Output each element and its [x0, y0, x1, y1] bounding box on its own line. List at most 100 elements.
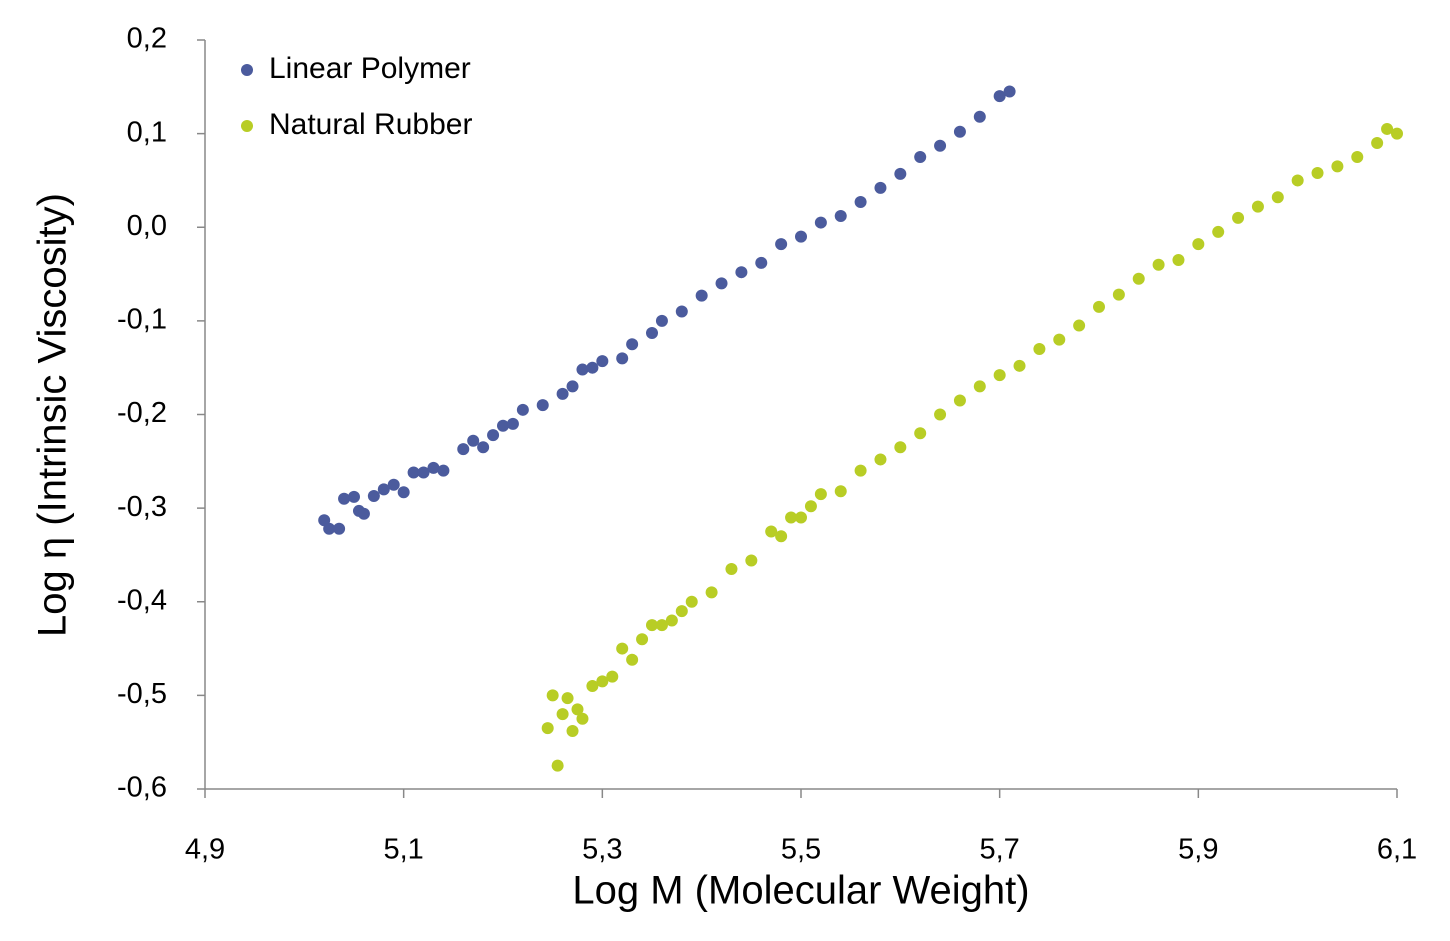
point	[755, 256, 768, 269]
point	[765, 525, 778, 538]
point	[1073, 319, 1086, 332]
point	[874, 181, 887, 194]
point	[1112, 288, 1125, 301]
point	[348, 490, 360, 503]
point	[646, 619, 658, 632]
point	[561, 692, 574, 705]
x-axis-title: Log M (Molecular Weight)	[572, 869, 1029, 913]
point	[914, 427, 927, 440]
point	[675, 305, 688, 318]
point	[323, 522, 336, 535]
point	[1271, 191, 1284, 204]
point	[834, 210, 847, 223]
point	[655, 619, 668, 632]
x-tick-label: 5,7	[980, 834, 1020, 866]
point	[566, 380, 579, 393]
point	[506, 417, 519, 430]
point	[655, 314, 668, 327]
y-tick-label: -0,5	[117, 678, 167, 710]
point	[1351, 151, 1364, 164]
point	[551, 759, 564, 772]
point	[576, 363, 589, 376]
point	[1331, 160, 1344, 173]
point	[487, 429, 500, 442]
point	[536, 399, 549, 412]
point	[725, 562, 738, 575]
point	[874, 453, 887, 466]
point	[735, 266, 748, 279]
point	[556, 708, 569, 721]
point	[1053, 333, 1066, 346]
point	[546, 689, 559, 702]
point	[745, 554, 758, 567]
point	[1093, 300, 1105, 313]
y-tick-label: 0,1	[127, 116, 167, 148]
point	[586, 361, 599, 374]
point	[934, 139, 947, 152]
point	[1381, 122, 1394, 135]
point	[1132, 272, 1145, 285]
point	[1033, 342, 1046, 355]
point	[834, 485, 847, 498]
point	[626, 338, 639, 351]
point	[953, 125, 966, 138]
point	[1291, 174, 1304, 187]
point	[775, 530, 788, 543]
y-tick-label: -0,2	[117, 397, 167, 429]
y-tick-label: -0,1	[117, 304, 167, 336]
point	[1172, 254, 1185, 267]
point	[417, 466, 430, 479]
point	[477, 441, 490, 454]
point	[1391, 127, 1403, 140]
point	[993, 90, 1006, 103]
point	[1311, 166, 1324, 179]
point	[636, 633, 649, 646]
point	[795, 511, 807, 524]
point	[457, 443, 470, 456]
point	[685, 595, 698, 608]
point	[377, 483, 390, 496]
point	[571, 703, 584, 716]
point	[556, 387, 569, 400]
point	[397, 486, 410, 499]
point	[894, 167, 907, 180]
point	[814, 216, 827, 229]
point	[387, 478, 400, 491]
x-tick-label: 5,5	[781, 834, 821, 866]
point	[338, 492, 351, 505]
point	[1152, 258, 1165, 271]
point	[566, 724, 579, 737]
y-tick-label: -0,3	[117, 491, 167, 523]
point	[695, 289, 708, 302]
point	[715, 277, 728, 290]
point	[646, 327, 658, 340]
y-tick-label: -0,4	[117, 584, 167, 616]
y-tick-label: 0,0	[127, 210, 167, 242]
point	[973, 110, 986, 123]
point	[775, 238, 788, 251]
point	[357, 507, 370, 520]
point	[1013, 359, 1026, 372]
legend-label: Linear Polymer	[269, 52, 471, 85]
point	[814, 488, 827, 501]
point	[934, 408, 947, 421]
point	[367, 489, 380, 502]
point	[596, 675, 609, 688]
x-tick-label: 5,3	[582, 834, 622, 866]
point	[467, 434, 480, 447]
point	[576, 712, 589, 725]
point	[675, 605, 688, 618]
point	[586, 680, 599, 693]
point	[616, 642, 629, 655]
point	[1003, 85, 1016, 98]
x-tick-label: 5,9	[1178, 834, 1218, 866]
point	[1232, 211, 1245, 224]
point	[993, 369, 1006, 382]
point	[854, 195, 867, 208]
point	[437, 464, 450, 477]
point	[785, 511, 798, 524]
point	[333, 522, 346, 535]
point	[626, 653, 639, 666]
point	[1371, 136, 1384, 149]
